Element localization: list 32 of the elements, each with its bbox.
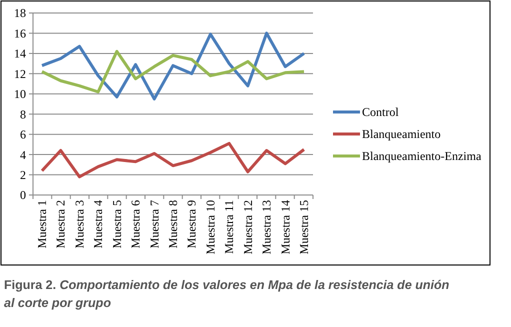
x-tick-label: Muestra 4 — [91, 200, 106, 248]
x-tick-label: Muestra 13 — [260, 200, 274, 254]
y-tick-label: 0 — [20, 188, 26, 202]
y-tick-label: 16 — [14, 26, 26, 40]
line-series — [40, 50, 306, 94]
x-tick-label: Muestra 3 — [72, 200, 86, 248]
y-tick-label: 12 — [14, 66, 26, 81]
text: Figura 2. Comportamiento de los valores en Mpa de la resistencia de unión al corte por grupo — [4, 278, 450, 310]
line-series — [40, 142, 306, 178]
y-tick-label: 2 — [20, 168, 26, 182]
y-tick-label: 14 — [14, 46, 26, 61]
x-tick-label: Muestra 2 — [54, 200, 68, 248]
legend-label: Blanqueamiento — [362, 127, 441, 142]
line-series — [40, 32, 306, 100]
x-tick-label: Muestra 12 — [240, 200, 255, 254]
y-tick-label: 8 — [20, 107, 26, 122]
y-tick-label: 18 — [14, 6, 26, 20]
x-tick-label: Muestra 9 — [184, 200, 199, 248]
x-tick-label: Muestra 1 — [35, 200, 49, 248]
x-tick-label: Muestra 8 — [166, 200, 180, 248]
x-tick-label: Muestra 5 — [110, 200, 124, 248]
x-tick-label: Muestra 14 — [278, 200, 292, 254]
x-tick-label: Muestra 10 — [203, 200, 218, 254]
y-tick-label: 4 — [20, 148, 26, 162]
legend-label: Control — [362, 105, 400, 120]
legend-label: Blanqueamiento-Enzima — [362, 149, 482, 164]
x-tick-label: Muestra 7 — [147, 200, 162, 248]
y-tick-label: 6 — [20, 128, 26, 142]
y-tick-label: 10 — [14, 87, 26, 102]
x-tick-label: Muestra 6 — [128, 200, 143, 248]
x-tick-label: Muestra 15 — [297, 200, 311, 254]
x-tick-label: Muestra 11 — [222, 200, 236, 254]
